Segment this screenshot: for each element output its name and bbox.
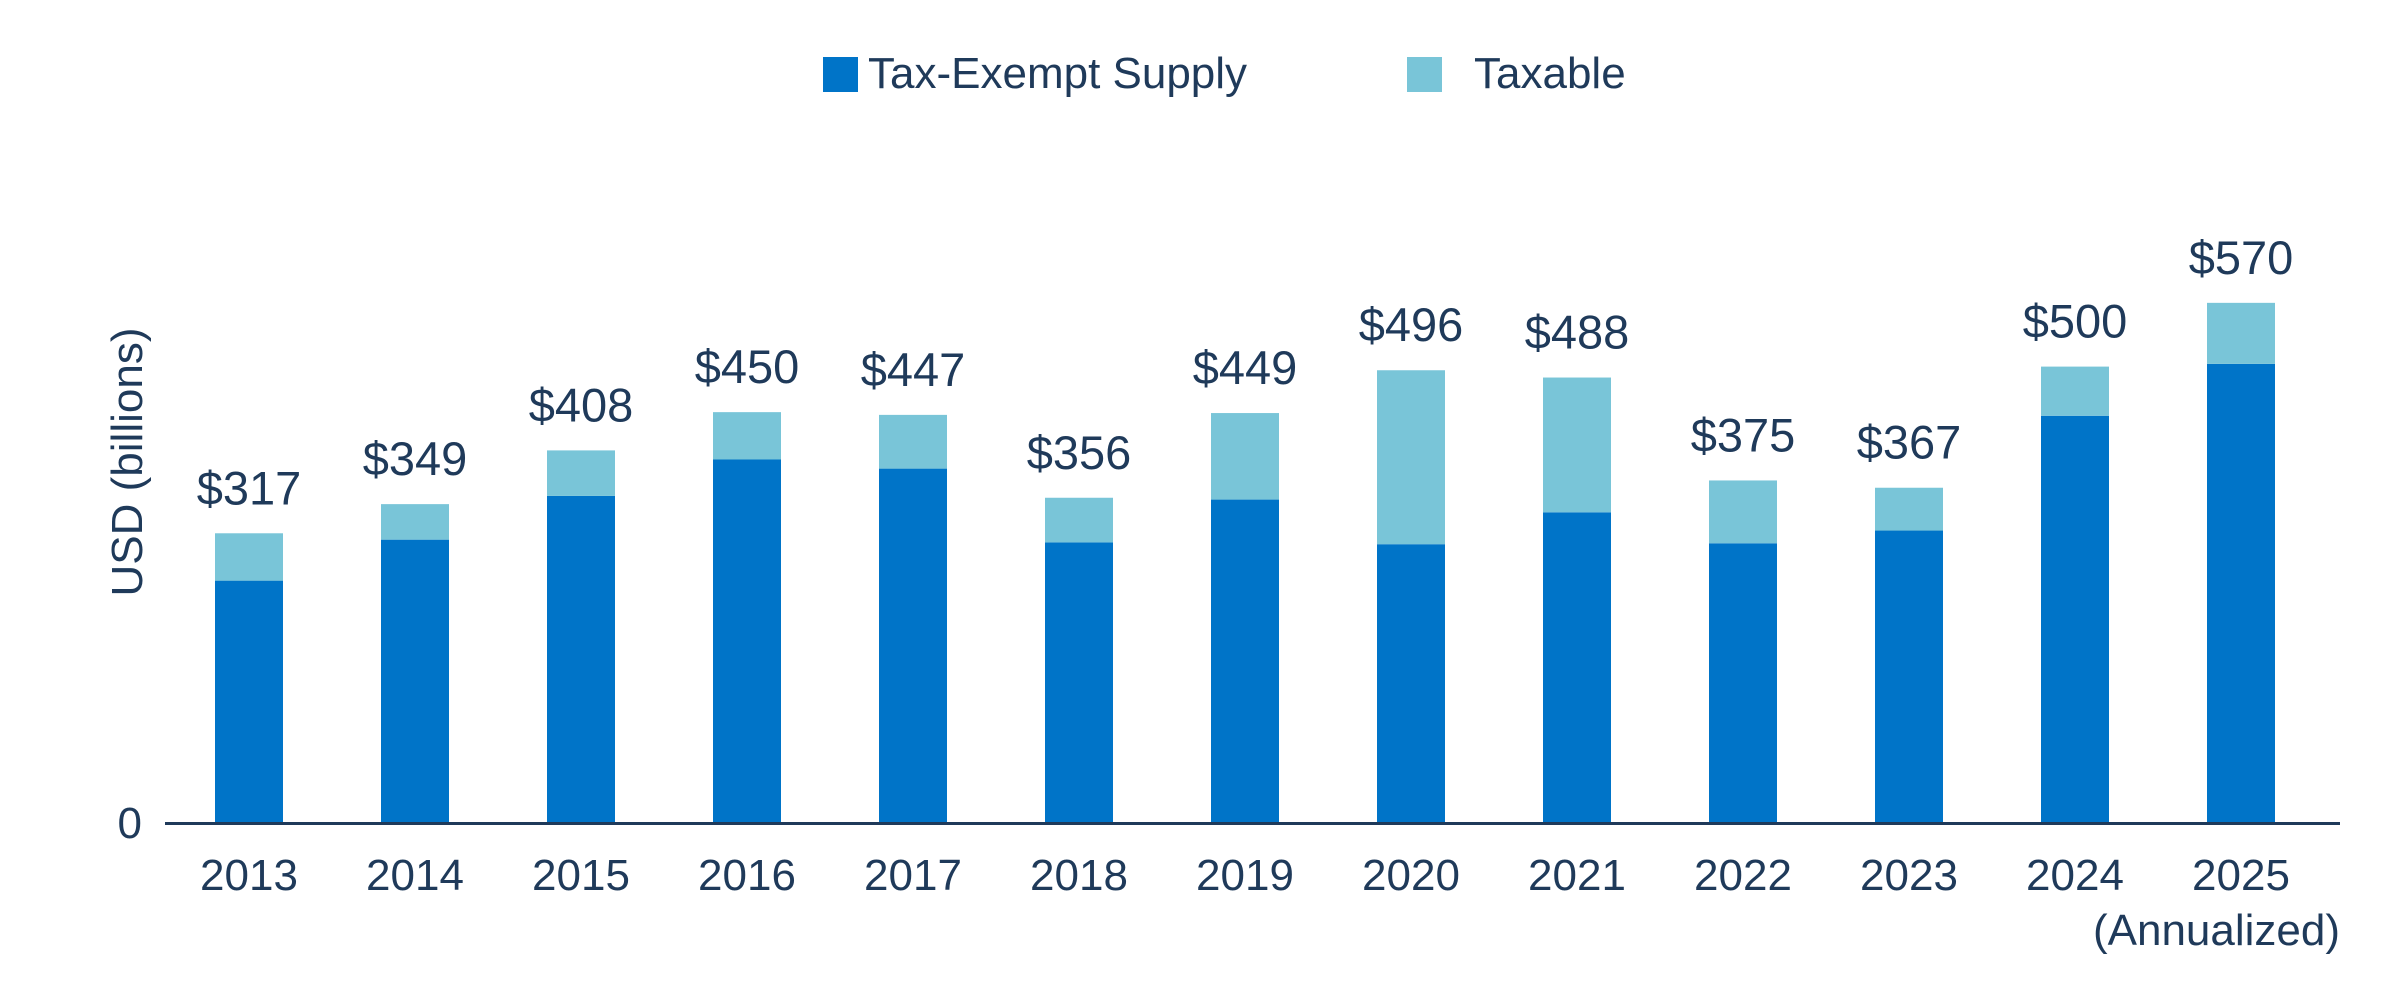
total-label-2016: $450 [695,340,800,393]
x-tick-2017: 2017 [864,851,962,900]
bar-tax-exempt-2024 [2041,415,2109,822]
bar-taxable-2016 [713,412,781,460]
bar-taxable-2023 [1875,487,1943,531]
x-tick-2014: 2014 [366,851,464,900]
total-label-2015: $408 [529,378,634,431]
total-label-2019: $449 [1193,341,1298,394]
x-tick-2015: 2015 [532,851,630,900]
bar-tax-exempt-2017 [879,468,947,822]
bar-taxable-2020 [1377,370,1445,545]
y-axis-title: USD (billions) [103,328,152,597]
bar-taxable-2019 [1211,413,1279,500]
bar-tax-exempt-2018 [1045,542,1113,822]
x-tick-2018: 2018 [1030,851,1128,900]
bar-tax-exempt-2023 [1875,530,1943,822]
bar-tax-exempt-2025 [2207,363,2275,822]
legend-label-tax-exempt: Tax-Exempt Supply [868,49,1247,98]
x-tick-2021: 2021 [1528,851,1626,900]
bar-tax-exempt-2016 [713,459,781,822]
legend-swatch-tax-exempt [823,57,858,92]
legend-swatch-taxable [1407,57,1442,92]
x-tick-2022: 2022 [1694,851,1792,900]
total-label-2018: $356 [1027,426,1132,479]
x-tick-2024: 2024 [2026,851,2124,900]
total-label-2021: $488 [1525,306,1630,359]
legend-label-taxable: Taxable [1474,49,1626,98]
bar-taxable-2021 [1543,377,1611,513]
total-label-2017: $447 [861,343,966,396]
x-tick-2020: 2020 [1362,851,1460,900]
bar-taxable-2025 [2207,302,2275,364]
bar-taxable-2022 [1709,480,1777,544]
x-axis-tick-labels: 2013 2014 2015 2016 2017 2018 2019 2020 2021 2022… [200,851,2340,955]
bar-tax-exempt-2019 [1211,499,1279,822]
x-tick-2025: 2025 [2192,851,2290,900]
x-tick-2013: 2013 [200,851,298,900]
y-axis-zero-label: 0 [118,799,142,848]
bar-tax-exempt-2020 [1377,544,1445,822]
bar-taxable-2015 [547,450,615,496]
bar-taxable-2024 [2041,366,2109,416]
total-label-2023: $367 [1857,416,1962,469]
bar-taxable-2013 [215,533,283,581]
x-tick-sublabel-2025: (Annualized) [2093,906,2340,955]
total-label-2025: $570 [2189,231,2294,284]
bar-tax-exempt-2015 [547,495,615,822]
bar-tax-exempt-2022 [1709,543,1777,822]
x-tick-2019: 2019 [1196,851,1294,900]
x-tick-2016: 2016 [698,851,796,900]
bar-taxable-2014 [381,504,449,540]
bars [215,302,2275,822]
total-label-2013: $317 [197,461,302,514]
total-label-2020: $496 [1359,298,1464,351]
bar-tax-exempt-2014 [381,539,449,822]
bar-tax-exempt-2021 [1543,512,1611,822]
total-label-2022: $375 [1691,408,1796,461]
x-tick-2023: 2023 [1860,851,1958,900]
legend: Tax-Exempt Supply Taxable [823,49,1626,98]
bar-taxable-2017 [879,414,947,469]
bar-taxable-2018 [1045,497,1113,543]
total-label-2014: $349 [363,432,468,485]
total-value-labels: $317 $349 $408 $450 $447 $356 $449 $496 $488 $375… [197,231,2294,514]
total-label-2024: $500 [2023,295,2128,348]
bar-tax-exempt-2013 [215,580,283,822]
